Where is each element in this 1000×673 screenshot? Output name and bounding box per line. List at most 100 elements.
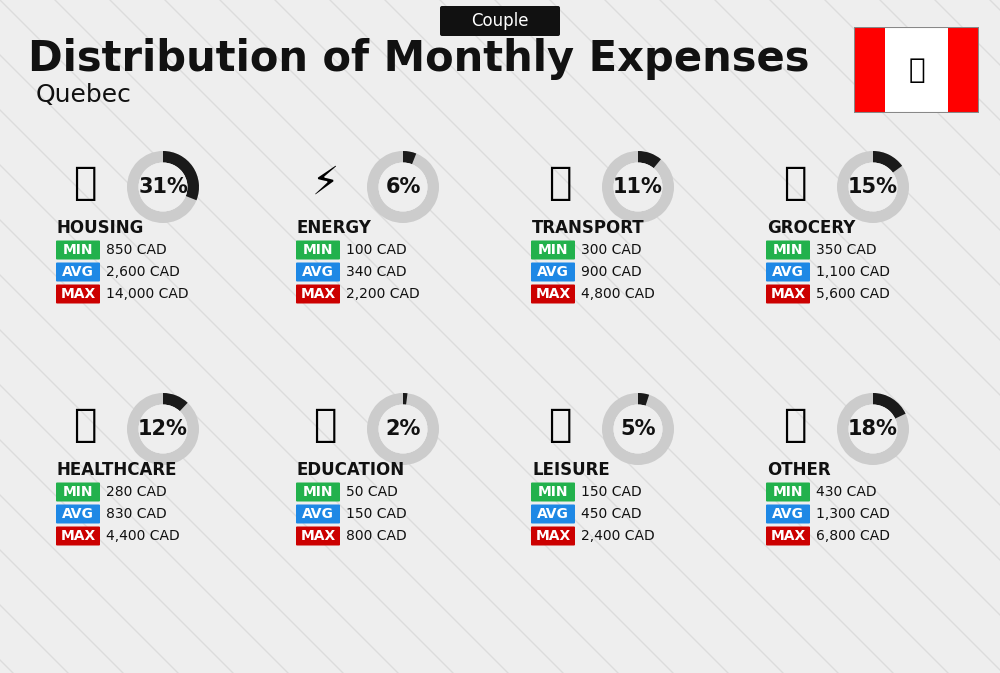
Circle shape xyxy=(379,162,427,211)
Circle shape xyxy=(614,162,662,211)
Text: MIN: MIN xyxy=(773,485,803,499)
Text: 4,400 CAD: 4,400 CAD xyxy=(106,529,180,543)
Text: 2,400 CAD: 2,400 CAD xyxy=(581,529,655,543)
Wedge shape xyxy=(837,393,909,465)
FancyBboxPatch shape xyxy=(531,262,575,281)
FancyBboxPatch shape xyxy=(56,285,100,304)
Circle shape xyxy=(139,162,187,211)
Text: AVG: AVG xyxy=(62,507,94,521)
FancyBboxPatch shape xyxy=(56,240,100,260)
Text: 14,000 CAD: 14,000 CAD xyxy=(106,287,189,301)
FancyBboxPatch shape xyxy=(766,505,810,524)
Text: GROCERY: GROCERY xyxy=(767,219,855,237)
Text: AVG: AVG xyxy=(302,265,334,279)
FancyBboxPatch shape xyxy=(531,285,575,304)
Text: AVG: AVG xyxy=(62,265,94,279)
Text: 💰: 💰 xyxy=(783,406,807,444)
FancyBboxPatch shape xyxy=(296,262,340,281)
Text: 300 CAD: 300 CAD xyxy=(581,243,642,257)
Wedge shape xyxy=(163,393,188,411)
FancyBboxPatch shape xyxy=(766,262,810,281)
Text: EDUCATION: EDUCATION xyxy=(297,461,405,479)
Text: MAX: MAX xyxy=(60,287,96,301)
FancyBboxPatch shape xyxy=(531,526,575,546)
Text: 900 CAD: 900 CAD xyxy=(581,265,642,279)
Text: HOUSING: HOUSING xyxy=(57,219,144,237)
FancyBboxPatch shape xyxy=(56,526,100,546)
Text: 💓: 💓 xyxy=(73,406,97,444)
Wedge shape xyxy=(602,393,674,465)
Wedge shape xyxy=(163,151,199,201)
Text: 🛍: 🛍 xyxy=(548,406,572,444)
Text: 6,800 CAD: 6,800 CAD xyxy=(816,529,890,543)
Wedge shape xyxy=(873,151,902,172)
Text: 350 CAD: 350 CAD xyxy=(816,243,877,257)
FancyBboxPatch shape xyxy=(296,240,340,260)
Text: AVG: AVG xyxy=(537,507,569,521)
Text: 11%: 11% xyxy=(613,177,663,197)
Text: MIN: MIN xyxy=(303,485,333,499)
FancyBboxPatch shape xyxy=(296,505,340,524)
Text: MAX: MAX xyxy=(770,529,806,543)
Wedge shape xyxy=(403,393,408,404)
Wedge shape xyxy=(403,151,416,164)
Text: MIN: MIN xyxy=(538,243,568,257)
Text: 4,800 CAD: 4,800 CAD xyxy=(581,287,655,301)
Text: HEALTHCARE: HEALTHCARE xyxy=(57,461,178,479)
Text: 800 CAD: 800 CAD xyxy=(346,529,407,543)
FancyBboxPatch shape xyxy=(766,285,810,304)
Circle shape xyxy=(614,404,662,454)
Text: 15%: 15% xyxy=(848,177,898,197)
Wedge shape xyxy=(127,393,199,465)
Text: MIN: MIN xyxy=(303,243,333,257)
Wedge shape xyxy=(638,151,661,168)
Text: MIN: MIN xyxy=(63,243,93,257)
Text: 🛒: 🛒 xyxy=(783,164,807,202)
Text: 6%: 6% xyxy=(385,177,421,197)
Wedge shape xyxy=(638,393,649,406)
Text: MAX: MAX xyxy=(300,529,336,543)
Wedge shape xyxy=(837,151,909,223)
Text: 5,600 CAD: 5,600 CAD xyxy=(816,287,890,301)
Text: 2,600 CAD: 2,600 CAD xyxy=(106,265,180,279)
Text: 🎓: 🎓 xyxy=(313,406,337,444)
Wedge shape xyxy=(127,151,199,223)
Text: MIN: MIN xyxy=(63,485,93,499)
Text: 12%: 12% xyxy=(138,419,188,439)
Circle shape xyxy=(849,404,897,454)
Text: AVG: AVG xyxy=(772,507,804,521)
Bar xyxy=(885,27,948,113)
FancyBboxPatch shape xyxy=(766,526,810,546)
Text: 150 CAD: 150 CAD xyxy=(346,507,407,521)
Text: MAX: MAX xyxy=(535,287,571,301)
FancyBboxPatch shape xyxy=(56,262,100,281)
FancyBboxPatch shape xyxy=(531,483,575,501)
Text: MAX: MAX xyxy=(60,529,96,543)
Text: MAX: MAX xyxy=(535,529,571,543)
Text: MAX: MAX xyxy=(300,287,336,301)
Text: ENERGY: ENERGY xyxy=(297,219,372,237)
Text: 2,200 CAD: 2,200 CAD xyxy=(346,287,420,301)
FancyBboxPatch shape xyxy=(296,285,340,304)
Text: OTHER: OTHER xyxy=(767,461,831,479)
Text: 🚌: 🚌 xyxy=(548,164,572,202)
Text: 18%: 18% xyxy=(848,419,898,439)
FancyBboxPatch shape xyxy=(531,240,575,260)
Text: ⚡: ⚡ xyxy=(311,164,339,202)
Circle shape xyxy=(379,404,427,454)
FancyBboxPatch shape xyxy=(56,483,100,501)
Text: AVG: AVG xyxy=(772,265,804,279)
FancyBboxPatch shape xyxy=(296,526,340,546)
Text: 850 CAD: 850 CAD xyxy=(106,243,167,257)
Text: 50 CAD: 50 CAD xyxy=(346,485,398,499)
Text: 2%: 2% xyxy=(385,419,421,439)
FancyBboxPatch shape xyxy=(766,483,810,501)
Bar xyxy=(854,27,885,113)
Wedge shape xyxy=(602,151,674,223)
FancyBboxPatch shape xyxy=(440,6,560,36)
Text: AVG: AVG xyxy=(537,265,569,279)
FancyBboxPatch shape xyxy=(531,505,575,524)
Text: Distribution of Monthly Expenses: Distribution of Monthly Expenses xyxy=(28,38,810,80)
Text: 150 CAD: 150 CAD xyxy=(581,485,642,499)
Wedge shape xyxy=(367,393,439,465)
